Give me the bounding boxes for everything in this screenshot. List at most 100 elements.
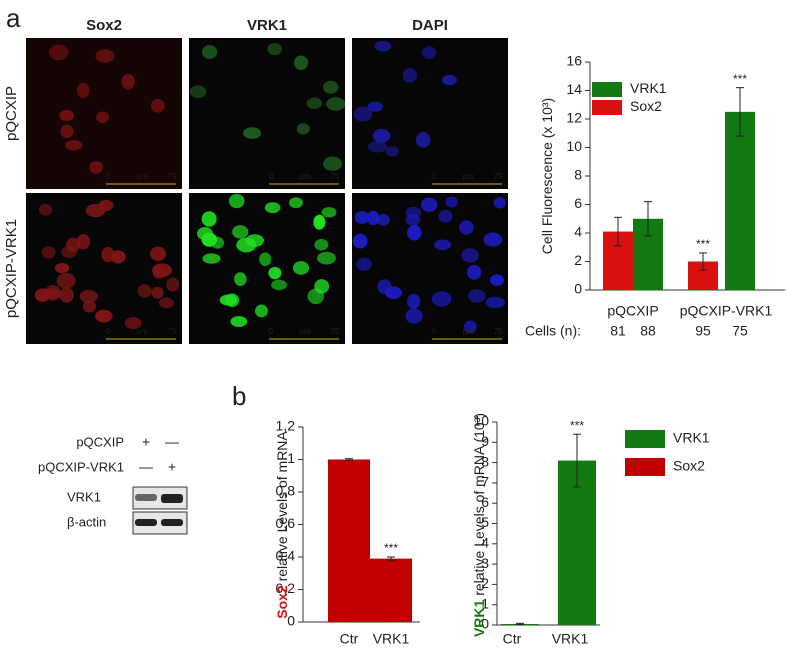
cell-nucleus <box>356 257 372 271</box>
cell-nucleus <box>323 156 343 171</box>
micrograph: 0 µm 75 <box>352 193 508 344</box>
x-tick-label: pQCXIP <box>607 303 658 319</box>
cell-nucleus <box>459 220 474 235</box>
cell-nucleus <box>421 197 438 212</box>
cell-nucleus <box>41 246 56 259</box>
scale-bar-label: 75 <box>168 172 177 181</box>
y-axis-title-part: Sox2 <box>274 585 290 619</box>
cell-nucleus <box>322 80 339 94</box>
blot-band <box>135 519 157 526</box>
cell-nucleus <box>321 207 337 218</box>
x-tick-label: VRK1 <box>552 631 589 647</box>
cell-nucleus <box>96 111 110 123</box>
cell-nucleus <box>354 210 370 225</box>
blot-band <box>161 494 183 503</box>
y-tick-label: 8 <box>574 167 582 183</box>
cell-nucleus <box>255 304 268 318</box>
cell-nucleus <box>463 320 477 334</box>
y-tick-label: 0,6 <box>276 515 296 531</box>
cell-nucleus <box>376 214 390 226</box>
cell-nucleus <box>150 246 167 261</box>
cell-nucleus <box>166 277 180 292</box>
y-axis-title-part: relative Levels of mRNA (10³) <box>471 413 487 600</box>
cell-nucleus <box>201 211 217 227</box>
cell-nucleus <box>232 225 249 239</box>
x-tick-label: pQCXIP-VRK1 <box>680 303 773 319</box>
y-tick-label: 4 <box>481 535 489 551</box>
micrograph-background <box>352 38 508 189</box>
row-label: pQCXIP <box>3 86 20 141</box>
bar <box>370 558 412 622</box>
cell-nucleus <box>264 202 281 214</box>
blot-band <box>161 519 183 526</box>
scale-bar-label: 0 <box>432 327 437 336</box>
cell-nucleus <box>431 291 452 307</box>
y-axis-title: Cell Fluorescence (x 10³) <box>539 98 555 254</box>
y-tick-label: 10 <box>566 138 582 154</box>
cell-count: 88 <box>640 323 656 339</box>
cell-nucleus <box>268 266 282 280</box>
legend-label: VRK1 <box>630 80 667 96</box>
scale-bar-label: 0 <box>106 172 111 181</box>
scale-bar-label: 75 <box>331 327 340 336</box>
condition-sign: + <box>168 459 176 475</box>
y-tick-label: 7 <box>481 474 489 490</box>
cell-nucleus <box>385 146 399 157</box>
cell-nucleus <box>202 253 221 264</box>
y-tick-label: 4 <box>574 224 582 240</box>
cell-nucleus <box>402 67 417 83</box>
y-tick-label: 16 <box>566 53 582 69</box>
y-axis-title: VRK1 relative Levels of mRNA (10³) <box>471 413 487 637</box>
cell-nucleus <box>82 300 97 313</box>
cell-nucleus <box>468 289 486 303</box>
cell-count: 81 <box>610 323 626 339</box>
cell-nucleus <box>442 74 457 86</box>
condition-sign: — <box>139 459 153 475</box>
micrograph: 0 µm 75 <box>189 193 345 344</box>
cell-nucleus <box>445 196 458 208</box>
error-bar <box>614 216 622 247</box>
cell-count: 75 <box>732 323 748 339</box>
y-tick-label: 2 <box>574 252 582 268</box>
y-tick-label: 2 <box>481 575 489 591</box>
y-tick-label: 5 <box>481 514 489 530</box>
significance-label: *** <box>570 418 584 432</box>
cell-nucleus <box>228 193 245 209</box>
cell-nucleus <box>353 106 373 122</box>
cell-nucleus <box>466 264 482 280</box>
cell-nucleus <box>98 199 114 212</box>
x-tick-label: Ctr <box>340 631 359 647</box>
scale-bar-label: µm <box>299 327 311 336</box>
y-tick-label: 12 <box>566 110 582 126</box>
band-label: β-actin <box>67 514 106 529</box>
cell-nucleus <box>407 294 421 309</box>
micrograph: 0 µm 75 <box>26 193 182 344</box>
scale-bar-label: 0 <box>106 327 111 336</box>
significance-label: *** <box>384 541 398 555</box>
y-tick-label: 6 <box>481 494 489 510</box>
cell-nucleus <box>54 262 70 274</box>
scale-bar-label: µm <box>136 327 148 336</box>
cell-nucleus <box>152 267 166 279</box>
panel-label: a <box>6 3 21 33</box>
cell-nucleus <box>56 272 76 289</box>
cell-nucleus <box>271 279 288 291</box>
y-axis-title-part: Cell Fluorescence (x 10³) <box>539 98 555 254</box>
micrograph: 0 µm 75 <box>352 38 508 189</box>
y-tick-label: 0,2 <box>276 580 296 596</box>
legend-label: Sox2 <box>630 98 662 114</box>
y-tick-label: 10 <box>473 413 489 429</box>
scale-bar-label: 0 <box>269 327 274 336</box>
cell-nucleus <box>95 49 115 63</box>
cell-nucleus <box>44 285 62 301</box>
micrograph: 0 µm 75 <box>189 38 346 189</box>
scale-bar-label: µm <box>462 327 474 336</box>
cell-nucleus <box>306 97 323 110</box>
scale-bar-label: 75 <box>331 172 340 181</box>
cell-nucleus <box>76 82 90 99</box>
error-bar <box>644 201 652 237</box>
cell-nucleus <box>259 252 272 267</box>
error-bar <box>387 556 395 561</box>
cell-nucleus <box>405 214 421 226</box>
cell-nucleus <box>95 309 113 323</box>
